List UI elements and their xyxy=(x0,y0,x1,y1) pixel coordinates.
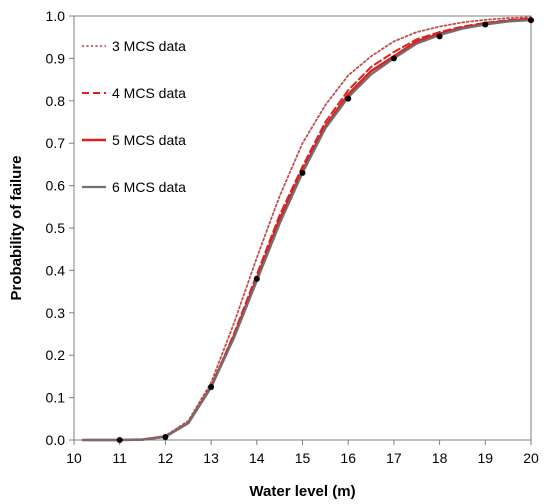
x-tick-label: 14 xyxy=(249,450,265,466)
x-tick-label: 20 xyxy=(523,450,539,466)
y-tick-label: 0.4 xyxy=(46,262,66,278)
x-tick-label: 15 xyxy=(295,450,311,466)
x-tick-label: 13 xyxy=(203,450,219,466)
series-lines xyxy=(81,16,533,442)
series-line-4-mcs xyxy=(82,17,532,441)
data-point xyxy=(208,384,215,390)
x-tick-label: 17 xyxy=(386,450,402,466)
x-tick-label: 16 xyxy=(340,450,356,466)
legend-label: 5 MCS data xyxy=(112,132,186,148)
x-axis-title: Water level (m) xyxy=(249,483,355,500)
x-tick-label: 12 xyxy=(158,450,174,466)
x-tick-label: 10 xyxy=(66,450,82,466)
data-markers xyxy=(116,17,534,443)
legend: 3 MCS data 4 MCS data 5 MCS data 6 MCS data xyxy=(78,32,208,199)
data-point xyxy=(390,55,397,62)
y-tick-label: 0.0 xyxy=(46,432,66,448)
series-line-6-mcs xyxy=(81,19,533,442)
legend-entry-background xyxy=(78,32,208,58)
y-tick-label: 0.1 xyxy=(46,390,66,406)
data-point xyxy=(162,434,169,441)
x-tick-label: 18 xyxy=(432,450,448,466)
y-tick-label: 0.9 xyxy=(46,50,66,66)
y-tick-label: 0.8 xyxy=(46,93,66,109)
x-tick-label: 19 xyxy=(478,450,494,466)
y-tick-label: 0.7 xyxy=(46,135,66,151)
y-tick-label: 0.2 xyxy=(46,347,66,363)
y-tick-label: 1.0 xyxy=(46,8,66,24)
axis-ticks: 10 11 12 13 14 15 16 17 18 19 20 0.0 0.1 0.2 0.3 0.4 0.5… xyxy=(46,8,539,466)
y-tick-label: 0.5 xyxy=(46,220,66,236)
data-point xyxy=(482,21,489,28)
data-point xyxy=(116,437,123,443)
data-point xyxy=(436,33,443,40)
data-point xyxy=(299,169,306,176)
legend-label: 6 MCS data xyxy=(112,179,186,195)
data-point xyxy=(528,17,534,24)
y-tick-label: 0.6 xyxy=(46,178,66,194)
legend-label: 4 MCS data xyxy=(112,85,186,101)
legend-label: 3 MCS data xyxy=(112,38,186,54)
y-axis-title: Probability of failure xyxy=(8,155,25,300)
y-tick-label: 0.3 xyxy=(46,305,66,321)
data-point xyxy=(253,275,260,282)
x-tick-label: 11 xyxy=(112,450,127,466)
data-point xyxy=(345,95,352,102)
